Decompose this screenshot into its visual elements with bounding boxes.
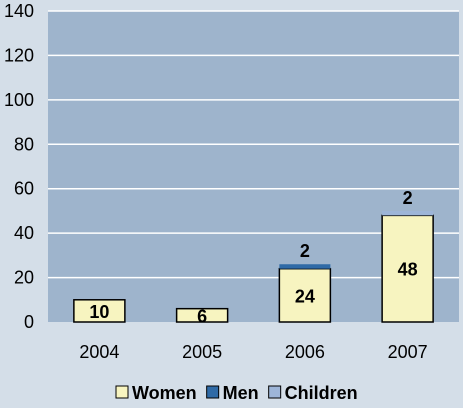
legend: Women Men Children <box>115 383 358 403</box>
x-tick-label: 2007 <box>388 342 428 362</box>
y-tick-label: 100 <box>4 90 34 110</box>
bars <box>73 210 434 323</box>
x-tick-label: 2005 <box>182 342 222 362</box>
bar-women-2004 <box>73 299 126 323</box>
y-tick-label: 20 <box>14 268 34 288</box>
data-label: 2 <box>300 241 310 261</box>
y-tick-label: 0 <box>24 312 34 332</box>
legend-label: Men <box>223 383 259 403</box>
y-tick-label: 80 <box>14 134 34 154</box>
x-tick-label: 2004 <box>79 342 119 362</box>
legend-item-women: Women <box>115 383 197 403</box>
bar-men-2006 <box>279 264 331 269</box>
legend-label: Women <box>132 383 197 403</box>
x-tick-label: 2006 <box>285 342 325 362</box>
bar-children-2007 <box>382 210 434 216</box>
bar-women-2006 <box>278 267 332 323</box>
legend-item-children: Children <box>268 383 358 403</box>
bar-women-2005 <box>175 307 229 323</box>
data-label: 2 <box>403 188 413 208</box>
data-label: 6 <box>197 306 207 326</box>
y-tick-label: 120 <box>4 45 34 65</box>
data-label: 10 <box>89 302 109 322</box>
y-axis-ticks: 0 20 40 60 80 100 120 140 <box>4 1 34 332</box>
x-axis-ticks: 2004 2005 2006 2007 <box>79 342 427 362</box>
legend-swatch <box>206 385 220 399</box>
data-label: 48 <box>398 260 418 280</box>
legend-swatch <box>115 385 129 399</box>
legend-label: Children <box>285 383 358 403</box>
data-label: 24 <box>295 286 315 306</box>
y-tick-label: 40 <box>14 223 34 243</box>
data-labels: 10 6 24 2 48 2 <box>89 188 417 326</box>
legend-item-men: Men <box>206 383 259 403</box>
gridlines <box>48 10 459 279</box>
legend-swatch <box>268 385 282 399</box>
y-tick-label: 60 <box>14 179 34 199</box>
y-tick-label: 140 <box>4 1 34 21</box>
